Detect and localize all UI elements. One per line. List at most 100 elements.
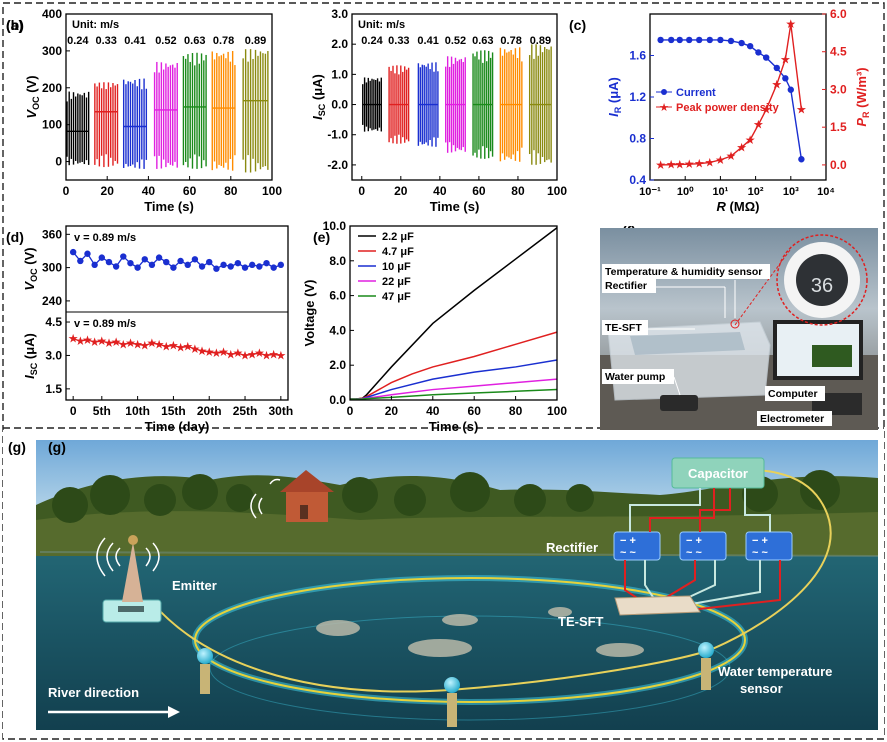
xtick-label-c-1: 10⁰ [677,186,694,198]
point-d-top-10 [141,256,148,263]
point-d-bottom-20: ★ [211,346,222,360]
point-c-1-11: ★ [761,103,772,117]
ylabel-b: ISC (μA) [310,74,327,120]
xtick-label-b-3: 60 [472,184,486,198]
point-c-0-10 [755,49,762,56]
point-c-0-0 [657,36,664,44]
point-c-0-1 [667,36,675,44]
point-d-bottom-5: ★ [104,336,115,350]
point-c-1-6: ★ [715,153,726,167]
xlabel-e: Time (s) [429,419,479,434]
label-capacitor: Capacitor [688,466,748,481]
point-d-top-17 [191,256,199,263]
label-bg-electrometer [757,411,832,426]
svg-text:~ ~: ~ ~ [620,547,636,559]
point-c-1-2: ★ [674,157,685,171]
point-d-top-15 [177,257,184,265]
point-c-1-8: ★ [736,140,747,154]
point-c-0-13 [782,75,789,82]
shoreline [39,551,879,557]
point-d-bottom-28: ★ [268,347,279,361]
speed-label-b-6: 0.89 [530,35,551,47]
point-d-bottom-8: ★ [125,336,136,350]
point-c-0-3 [686,36,693,44]
ytick-right-label-c-2: 3.0 [830,82,847,96]
speed-label-a-2: 0.41 [124,35,145,47]
panel-c: (c)★ ★★★ ★ ★ ★ ★★★★★★★★★10⁻¹ 10⁰ 10¹ 10² 10³ 10⁴0.… [569,7,871,214]
ytick-label-b-2: 0.0 [331,98,348,112]
annotation-d-bottom: v = 0.89 m/s [74,318,136,330]
point-c-0-5 [706,36,714,44]
point-d-top-7 [120,253,127,260]
sensor-reading: 36 [811,275,833,297]
xtick-label-c-4: 10³ [783,186,799,198]
xtick-label-b-1: 20 [394,184,408,198]
point-d-bottom-18: ★ [197,344,208,358]
ytick-label-a-1: 100 [42,118,62,132]
xtick-label-e-0: 0 [347,404,354,418]
speed-label-b-2: 0.41 [417,35,438,47]
point-c-1-3: ★ [684,157,695,171]
label-rectifier-g: Rectifier [546,540,598,555]
xtick-label-c-5: 10⁴ [817,186,835,198]
label-computer: Computer [768,388,818,400]
point-d-top-4 [98,254,106,261]
point-c-0-2 [676,36,683,44]
point-c-1-10: ★ [753,118,764,132]
xtick-label-d-3: 15th [161,404,186,418]
point-d-bottom-12: ★ [154,337,165,351]
speed-label-b-0: 0.24 [361,35,383,47]
point-d-bottom-24: ★ [240,348,251,362]
panel-a: (a) 0 20 40 60 80 100 0 100 200 300 400 Time (s) VOC … [6,7,282,214]
ylabel-d-top: VOC (V) [22,247,39,290]
speed-label-a-5: 0.78 [213,35,234,47]
xtick-label-d-4: 20th [197,404,222,418]
ytick-right-label-c-1: 1.5 [830,120,847,134]
label-bg-pump [602,369,674,384]
plot-b-frame [351,13,558,181]
zoom-circle [776,234,868,326]
label-rectifier: Rectifier [605,280,647,292]
point-d-top-22 [227,263,234,270]
xtick-label-b-2: 40 [433,184,447,198]
emitter-tower [122,542,143,602]
point-d-top-25 [248,261,256,269]
point-c-1-13: ★ [780,52,791,66]
xtick-label-d-1: 5th [93,404,111,418]
point-d-bottom-17: ★ [190,342,201,356]
point-d-top-21 [220,261,227,269]
ytick-label-d-bottom-0: 1.5 [45,382,62,396]
scene-bank [36,511,878,556]
series-line-d-bottom [72,338,281,357]
plot-d-frame [65,225,289,401]
point-c-0-12 [773,64,780,72]
point-d-top-6 [112,263,120,270]
svg-text:− +: − + [686,535,702,547]
point-d-bottom-22: ★ [225,347,236,361]
point-c-1-1: ★ [666,158,677,172]
series-line-c-1 [660,23,803,166]
speed-label-b-4: 0.63 [472,35,493,47]
point-d-top-14 [170,264,177,271]
panel-g: (g) (g) Emitter [3,430,884,738]
legend-label-e-1: 4.7 μF [382,246,414,258]
point-d-bottom-11: ★ [147,336,158,350]
label-emitter: Emitter [172,578,217,593]
panel-b: (b) 0 20 40 60 80 100 -2.0 -1.0 0.0 1.0 2.0 3.0 Time … [6,7,567,214]
point-d-bottom-23: ★ [232,346,243,360]
point-d-top-2 [84,250,91,257]
ytick-left-label-c-3: 1.6 [629,49,646,63]
point-c-0-7 [727,37,735,45]
ytick-label-d-bottom-2: 4.5 [45,315,62,329]
ytick-right-label-c-4: 6.0 [830,7,847,21]
svg-text:~ ~: ~ ~ [752,547,768,559]
speed-label-a-0: 0.24 [67,35,89,47]
point-c-0-11 [762,54,770,61]
point-d-top-24 [241,264,249,271]
point-c-1-15: ★ [796,103,807,117]
ylabel-a: VOC (V) [24,75,41,118]
point-d-top-19 [206,258,213,266]
signal-cable [149,468,832,693]
legend-label-e-3: 22 μF [382,276,411,288]
xlabel-b: Time (s) [430,199,480,214]
